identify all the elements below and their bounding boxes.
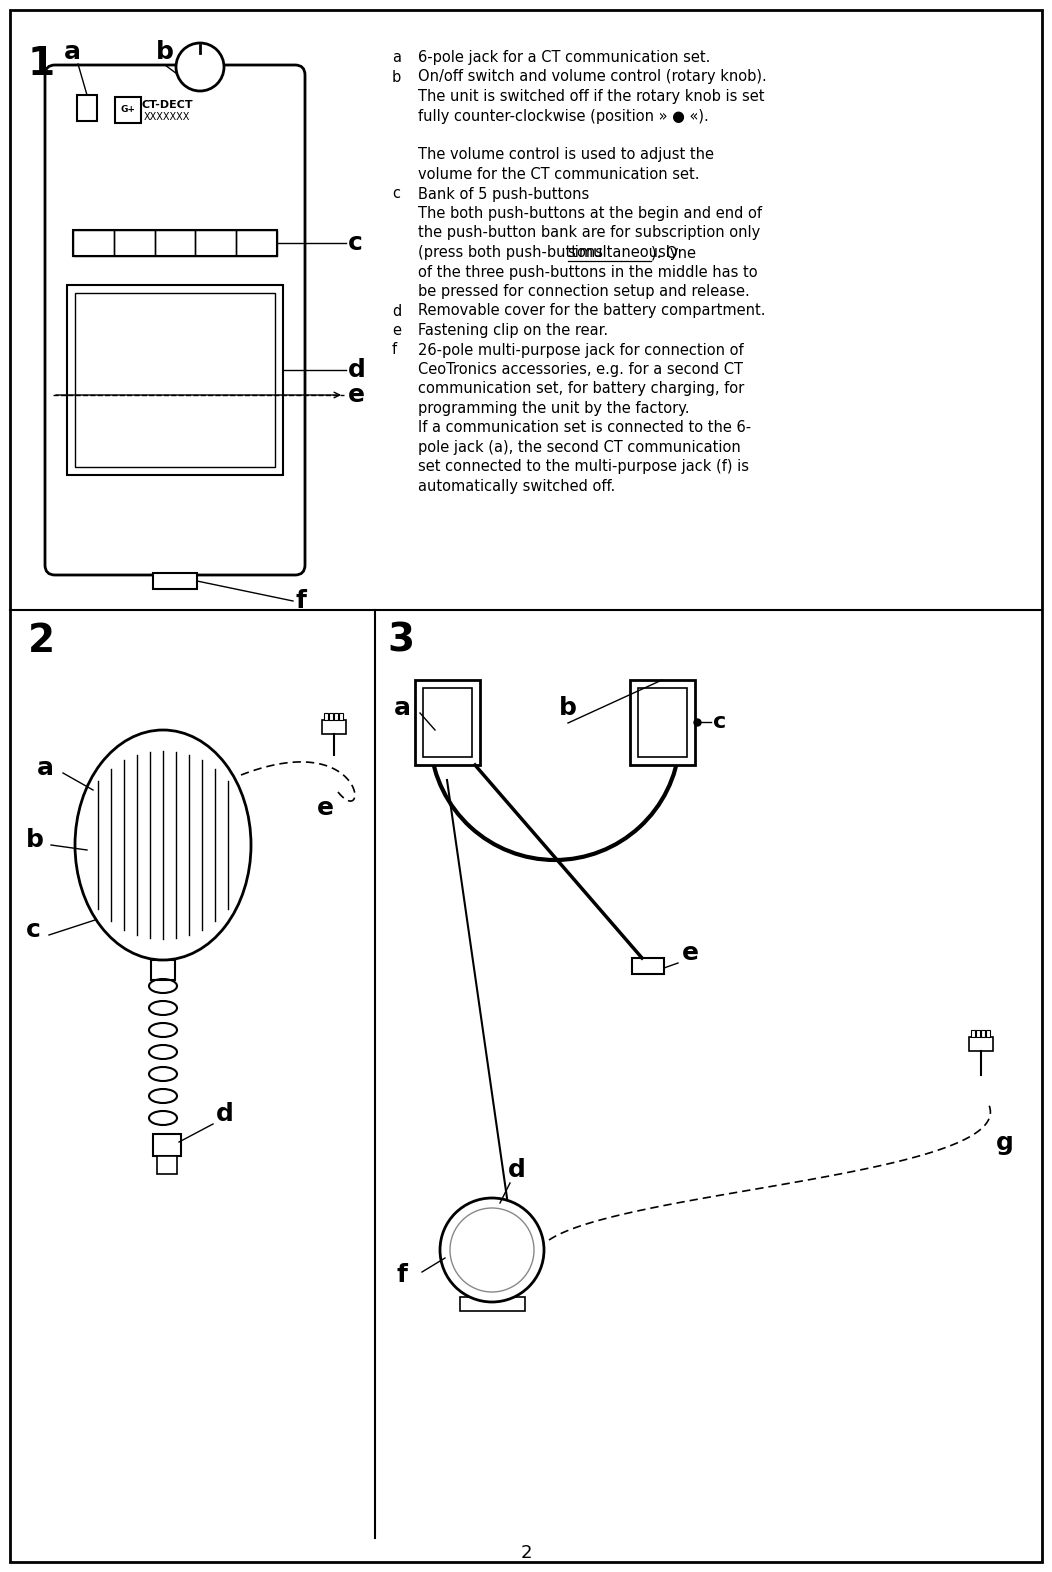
Text: be pressed for connection setup and release.: be pressed for connection setup and rele… [418, 285, 750, 299]
Text: ). One: ). One [651, 245, 696, 259]
FancyBboxPatch shape [115, 97, 141, 123]
Text: (press both push-buttons: (press both push-buttons [418, 245, 608, 259]
Text: e: e [392, 322, 401, 338]
Text: e: e [682, 942, 699, 965]
FancyBboxPatch shape [67, 285, 283, 475]
FancyBboxPatch shape [339, 714, 343, 720]
FancyBboxPatch shape [45, 64, 305, 575]
Circle shape [440, 1198, 544, 1302]
Text: CT-DECT: CT-DECT [141, 101, 193, 110]
Text: c: c [392, 187, 400, 201]
Text: b: b [559, 696, 576, 720]
Text: d: d [348, 358, 366, 382]
Circle shape [176, 42, 224, 91]
Text: a: a [37, 756, 54, 780]
Text: f: f [295, 590, 306, 613]
Text: CeoTronics accessories, e.g. for a second CT: CeoTronics accessories, e.g. for a secon… [418, 362, 743, 377]
Text: 2: 2 [521, 1544, 531, 1563]
Text: If a communication set is connected to the 6-: If a communication set is connected to t… [418, 420, 751, 435]
FancyBboxPatch shape [322, 720, 346, 734]
FancyBboxPatch shape [333, 714, 338, 720]
FancyBboxPatch shape [460, 1297, 525, 1311]
Text: f: f [397, 1262, 407, 1287]
FancyBboxPatch shape [971, 1030, 975, 1038]
FancyBboxPatch shape [153, 1133, 181, 1155]
Text: The volume control is used to adjust the: The volume control is used to adjust the [418, 148, 714, 162]
Text: fully counter-clockwise (position » ● «).: fully counter-clockwise (position » ● «)… [418, 108, 709, 124]
Text: The unit is switched off if the rotary knob is set: The unit is switched off if the rotary k… [418, 90, 765, 104]
FancyBboxPatch shape [976, 1030, 980, 1038]
Text: 2: 2 [28, 623, 55, 660]
FancyBboxPatch shape [151, 960, 175, 979]
Text: set connected to the multi-purpose jack (f) is: set connected to the multi-purpose jack … [418, 459, 749, 475]
FancyBboxPatch shape [969, 1038, 993, 1052]
Text: b: b [156, 39, 174, 64]
FancyBboxPatch shape [630, 681, 695, 766]
Text: the push-button bank are for subscription only: the push-button bank are for subscriptio… [418, 225, 761, 241]
FancyBboxPatch shape [77, 94, 97, 121]
Text: 1: 1 [28, 46, 55, 83]
Text: a: a [393, 696, 410, 720]
FancyBboxPatch shape [632, 957, 664, 975]
Ellipse shape [75, 729, 251, 960]
Text: b: b [26, 828, 44, 852]
Text: G+: G+ [121, 105, 136, 115]
Text: programming the unit by the factory.: programming the unit by the factory. [418, 401, 689, 417]
FancyBboxPatch shape [157, 1155, 177, 1174]
Text: d: d [216, 1102, 234, 1126]
FancyBboxPatch shape [414, 681, 480, 766]
Text: c: c [348, 231, 363, 255]
FancyBboxPatch shape [324, 714, 328, 720]
Text: On/off switch and volume control (rotary knob).: On/off switch and volume control (rotary… [418, 69, 767, 85]
Text: d: d [392, 303, 401, 319]
Text: f: f [392, 343, 397, 357]
Text: The both push-buttons at the begin and end of: The both push-buttons at the begin and e… [418, 206, 762, 222]
Text: volume for the CT communication set.: volume for the CT communication set. [418, 167, 700, 182]
Text: a: a [63, 39, 81, 64]
Text: Fastening clip on the rear.: Fastening clip on the rear. [418, 322, 608, 338]
Text: e: e [348, 384, 365, 407]
Text: c: c [713, 712, 726, 733]
FancyBboxPatch shape [986, 1030, 990, 1038]
FancyBboxPatch shape [982, 1030, 985, 1038]
Text: Removable cover for the battery compartment.: Removable cover for the battery compartm… [418, 303, 766, 319]
Text: g: g [996, 1130, 1014, 1155]
Text: c: c [25, 918, 40, 942]
FancyBboxPatch shape [73, 230, 277, 256]
Text: 6-pole jack for a CT communication set.: 6-pole jack for a CT communication set. [418, 50, 710, 64]
Text: automatically switched off.: automatically switched off. [418, 479, 615, 494]
Text: simultaneously: simultaneously [568, 245, 680, 259]
Text: d: d [508, 1159, 526, 1182]
Text: pole jack (a), the second CT communication: pole jack (a), the second CT communicati… [418, 440, 741, 454]
Text: a: a [392, 50, 401, 64]
Text: e: e [317, 795, 333, 821]
Text: b: b [392, 69, 401, 85]
Text: 3: 3 [387, 623, 414, 660]
Text: XXXXXXX: XXXXXXX [144, 112, 190, 123]
Text: communication set, for battery charging, for: communication set, for battery charging,… [418, 382, 744, 396]
FancyBboxPatch shape [153, 574, 197, 590]
FancyBboxPatch shape [329, 714, 333, 720]
Text: 26-pole multi-purpose jack for connection of: 26-pole multi-purpose jack for connectio… [418, 343, 744, 357]
Text: Bank of 5 push-buttons: Bank of 5 push-buttons [418, 187, 589, 201]
Text: of the three push-buttons in the middle has to: of the three push-buttons in the middle … [418, 264, 757, 280]
